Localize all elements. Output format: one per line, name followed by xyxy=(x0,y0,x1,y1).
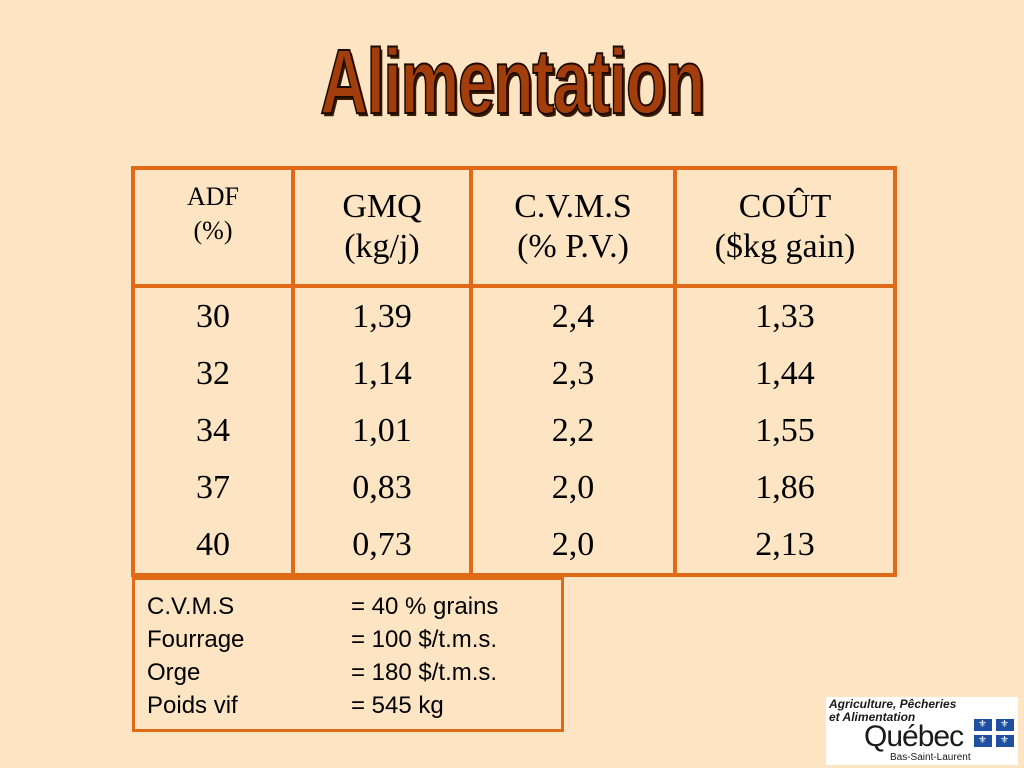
quebec-ministry-logo: Agriculture, Pêcheries et Alimentation Q… xyxy=(826,697,1018,765)
logo-region-text: Bas-Saint-Laurent xyxy=(890,752,971,763)
table-cell: 1,44 xyxy=(673,345,897,402)
header-adf: ADF (%) xyxy=(131,166,295,288)
note-row: Poids vif = 545 kg xyxy=(147,689,549,722)
table-cell: 2,13 xyxy=(673,516,897,577)
table-cell: 1,33 xyxy=(673,286,897,345)
logo-quebec-wordmark: Québec xyxy=(864,720,964,753)
assumptions-box: C.V.M.S = 40 % grains Fourrage = 100 $/t… xyxy=(132,577,564,732)
header-label: C.V.M.S xyxy=(514,188,632,225)
data-table: ADF (%) GMQ (kg/j) C.V.M.S (% P.V.) COÛT… xyxy=(131,166,897,577)
table-cell: 2,4 xyxy=(469,286,677,345)
table-cell: 37 xyxy=(131,459,295,516)
table-cell: 1,55 xyxy=(673,402,897,459)
table-cell: 1,39 xyxy=(291,286,473,345)
page-title: Alimentation xyxy=(319,31,706,133)
header-gmq: GMQ (kg/j) xyxy=(291,166,473,288)
header-unit: (%) xyxy=(193,216,233,245)
table-cell: 40 xyxy=(131,516,295,577)
header-label: ADF xyxy=(186,182,239,211)
table-cell: 2,2 xyxy=(469,402,677,459)
table-cell: 0,83 xyxy=(291,459,473,516)
logo-ministry-text: Agriculture, Pêcheries et Alimentation xyxy=(829,698,956,724)
table-row: 40 0,73 2,0 2,13 xyxy=(131,516,897,577)
header-cvms: C.V.M.S (% P.V.) xyxy=(469,166,677,288)
header-unit: (kg/j) xyxy=(344,228,420,265)
note-value: = 180 $/t.m.s. xyxy=(351,659,498,686)
note-row: C.V.M.S = 40 % grains xyxy=(147,590,549,623)
note-label: Fourrage xyxy=(147,626,245,653)
header-label: COÛT xyxy=(738,188,832,225)
logo-ministry-line2: et Alimentation xyxy=(829,710,916,724)
table-cell: 2,3 xyxy=(469,345,677,402)
table-cell: 2,0 xyxy=(469,516,677,577)
note-value: = 40 % grains xyxy=(351,593,499,620)
note-row: Orge = 180 $/t.m.s. xyxy=(147,656,549,689)
header-label: GMQ xyxy=(342,188,422,225)
table-row: 37 0,83 2,0 1,86 xyxy=(131,459,897,516)
table-cell: 30 xyxy=(131,286,295,345)
table-header-row: ADF (%) GMQ (kg/j) C.V.M.S (% P.V.) COÛT… xyxy=(131,166,897,288)
header-unit: (% P.V.) xyxy=(517,228,629,265)
note-label: C.V.M.S xyxy=(147,593,235,620)
table-cell: 1,14 xyxy=(291,345,473,402)
table-row: 30 1,39 2,4 1,33 xyxy=(131,286,897,345)
table-cell: 32 xyxy=(131,345,295,402)
note-row: Fourrage = 100 $/t.m.s. xyxy=(147,623,549,656)
table-cell: 1,86 xyxy=(673,459,897,516)
note-value: = 545 kg xyxy=(351,692,444,719)
logo-ministry-line1: Agriculture, Pêcheries xyxy=(829,697,957,711)
feed-table: ADF (%) GMQ (kg/j) C.V.M.S (% P.V.) COÛT… xyxy=(131,166,897,577)
note-label: Orge xyxy=(147,659,201,686)
header-cout: COÛT ($kg gain) xyxy=(673,166,897,288)
fleur-de-lis-flag-icon: ⚜ ⚜ ⚜ ⚜ xyxy=(974,719,1014,747)
note-label: Poids vif xyxy=(147,692,238,719)
note-value: = 100 $/t.m.s. xyxy=(351,626,498,653)
table-row: 32 1,14 2,3 1,44 xyxy=(131,345,897,402)
table-cell: 1,01 xyxy=(291,402,473,459)
table-cell: 2,0 xyxy=(469,459,677,516)
table-cell: 0,73 xyxy=(291,516,473,577)
table-row: 34 1,01 2,2 1,55 xyxy=(131,402,897,459)
table-cell: 34 xyxy=(131,402,295,459)
header-unit: ($kg gain) xyxy=(714,228,856,265)
